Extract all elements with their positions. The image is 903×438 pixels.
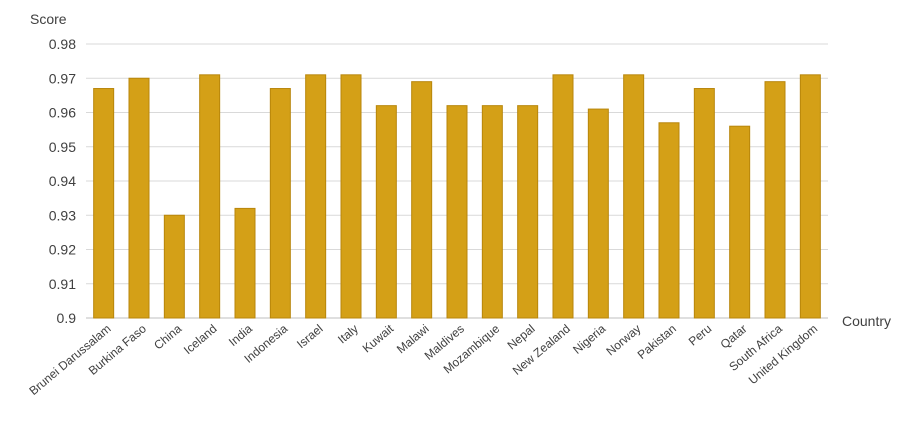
- y-tick-label: 0.92: [49, 242, 76, 258]
- bar-new-zealand: [552, 74, 574, 319]
- bar-israel: [305, 74, 327, 319]
- x-tick-label: Kuwait: [360, 321, 397, 355]
- bars: [93, 74, 821, 319]
- y-axis-label: Score: [30, 11, 67, 27]
- x-tick-label: Israel: [294, 322, 325, 352]
- bar-brunei-darussalam: [93, 88, 115, 319]
- x-tick-label: Peru: [686, 322, 714, 349]
- x-tick-label: Nigeria: [570, 321, 608, 356]
- bar-italy: [340, 74, 362, 319]
- x-tick-label: India: [226, 321, 255, 349]
- bar-united-kingdom: [799, 74, 821, 319]
- x-tick-label: Pakistan: [635, 322, 679, 362]
- bar-iceland: [199, 74, 221, 319]
- bar-burkina-faso: [128, 77, 150, 319]
- bar-mozambique: [481, 105, 503, 319]
- x-tick-label: Iceland: [181, 322, 220, 358]
- x-tick-label: China: [151, 321, 184, 352]
- bar-malawi: [411, 81, 433, 319]
- bar-china: [163, 214, 185, 319]
- bar-south-africa: [764, 81, 786, 319]
- y-tick-label: 0.95: [49, 139, 76, 155]
- y-tick-label: 0.9: [57, 310, 77, 326]
- bar-nepal: [517, 105, 539, 319]
- y-tick-labels: 0.9 0.91 0.92 0.93 0.94 0.95 0.96 0.97 0.98: [49, 36, 76, 326]
- y-tick-label: 0.98: [49, 36, 76, 52]
- bar-india: [234, 207, 256, 319]
- y-tick-label: 0.93: [49, 207, 76, 223]
- bar-peru: [693, 88, 715, 319]
- y-tick-label: 0.96: [49, 105, 76, 121]
- y-tick-label: 0.94: [49, 173, 76, 189]
- bar-indonesia: [269, 88, 291, 319]
- y-tick-label: 0.97: [49, 70, 76, 86]
- bar-norway: [623, 74, 645, 319]
- bar-kuwait: [375, 105, 397, 319]
- x-tick-label: Italy: [335, 322, 361, 347]
- bar-pakistan: [658, 122, 680, 319]
- bar-nigeria: [587, 108, 609, 319]
- bar-maldives: [446, 105, 468, 319]
- bar-qatar: [729, 125, 751, 319]
- y-tick-label: 0.91: [49, 276, 76, 292]
- x-axis-label: Country: [842, 313, 891, 329]
